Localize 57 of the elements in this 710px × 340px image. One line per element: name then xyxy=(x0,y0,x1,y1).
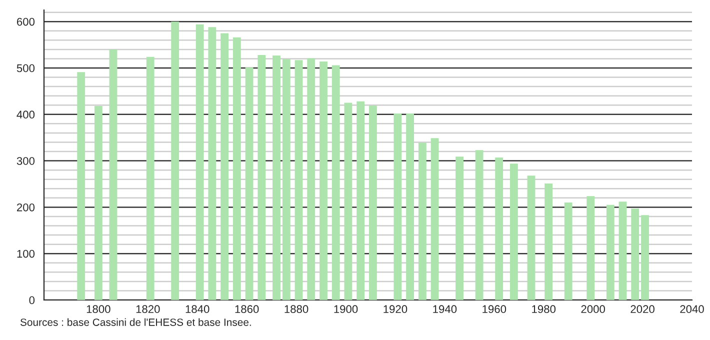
bar xyxy=(368,106,377,300)
bar xyxy=(196,24,204,300)
bar xyxy=(245,68,254,300)
bar xyxy=(294,60,303,300)
bar xyxy=(430,138,439,300)
bar xyxy=(282,59,290,300)
x-tick-label: 1800 xyxy=(86,305,110,314)
x-tick-label: 1960 xyxy=(482,305,506,314)
y-tick-label: 600 xyxy=(17,18,35,26)
bar xyxy=(495,158,504,300)
x-tick-label: 1920 xyxy=(384,305,408,314)
bar xyxy=(564,202,572,300)
x-tick-label: 2000 xyxy=(581,305,605,314)
bar xyxy=(208,27,216,300)
y-tick-label: 200 xyxy=(16,203,35,212)
bar xyxy=(641,215,649,300)
bar xyxy=(356,101,365,300)
bar xyxy=(272,55,280,300)
y-tick-label: 0 xyxy=(29,296,35,304)
bar xyxy=(307,58,316,300)
x-tick-label: 1820 xyxy=(136,305,160,314)
bar xyxy=(320,62,328,300)
bar xyxy=(586,196,595,300)
x-tick-label: 2020 xyxy=(630,305,654,314)
x-tick-label: 1900 xyxy=(334,305,358,314)
bar xyxy=(146,56,154,300)
bar xyxy=(475,150,484,300)
bar xyxy=(527,176,536,300)
bar xyxy=(510,164,518,300)
bar xyxy=(94,106,102,300)
bar xyxy=(171,22,180,300)
source-note: Sources : base Cassini de l'EHESS et base Insee. xyxy=(20,318,251,326)
x-tick-label: 1860 xyxy=(235,305,259,314)
bar xyxy=(109,49,118,300)
y-tick-label: 100 xyxy=(17,250,35,258)
bar xyxy=(232,37,241,300)
x-tick-label: 1840 xyxy=(186,305,210,314)
y-tick-label: 500 xyxy=(16,64,35,72)
bar xyxy=(606,204,614,300)
y-tick-label: 300 xyxy=(16,157,35,165)
x-tick-label: 1940 xyxy=(433,305,457,314)
bar xyxy=(544,184,553,300)
bar xyxy=(618,202,627,300)
bar xyxy=(631,208,640,300)
x-tick-label: 1880 xyxy=(284,305,308,314)
bar xyxy=(394,113,402,300)
y-tick-label: 400 xyxy=(16,110,35,119)
bar xyxy=(77,72,86,300)
bar xyxy=(344,102,352,300)
bar xyxy=(220,33,229,300)
x-tick-label: 1980 xyxy=(532,305,556,314)
bar xyxy=(406,113,414,300)
bar xyxy=(418,142,426,300)
x-tick-label: 2040 xyxy=(680,305,704,314)
bar xyxy=(258,55,266,300)
bar xyxy=(456,156,464,300)
bar xyxy=(332,65,340,300)
